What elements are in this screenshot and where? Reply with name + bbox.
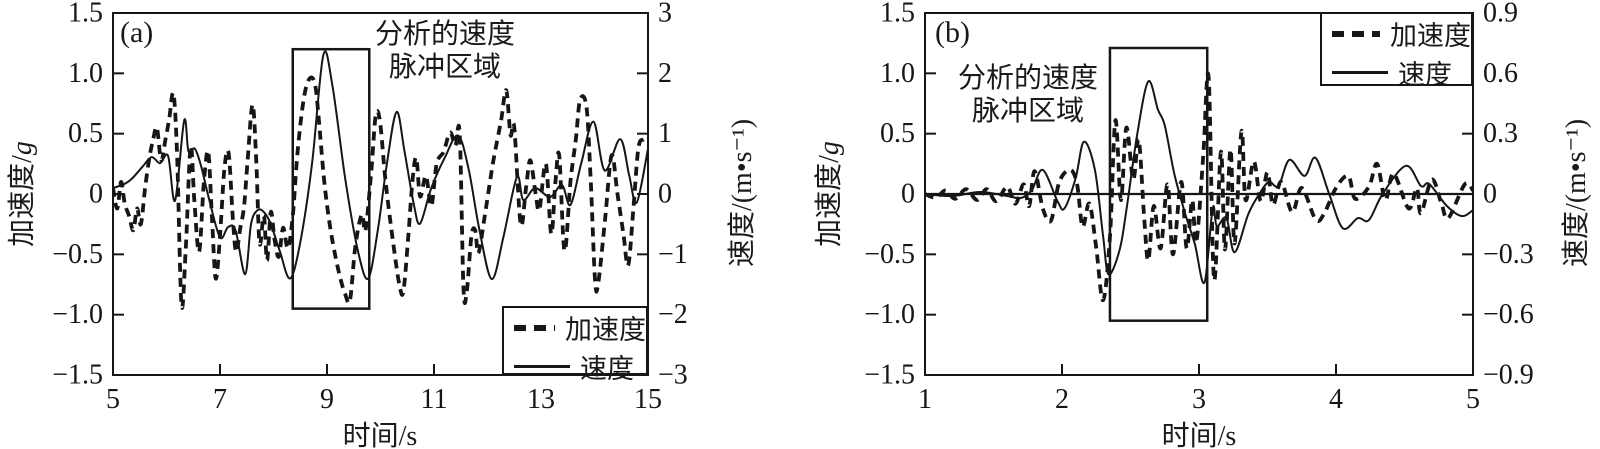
solid-line-sample-icon [1332, 71, 1388, 74]
tick-label: 4 [1329, 384, 1343, 415]
dashed-line-sample-icon [514, 324, 555, 331]
tick-label: 13 [527, 384, 555, 415]
tick-label: 1 [918, 384, 932, 415]
tick-label: 5 [106, 384, 120, 415]
annotation-a-line2: 脉冲区域 [388, 52, 501, 83]
tick-label: −0.5 [864, 239, 915, 270]
legend-b: 加速度 速度 [1320, 12, 1473, 90]
tick-label: −1.0 [52, 299, 103, 330]
pulse-region-box [1108, 46, 1209, 322]
tick-label: 0.5 [68, 118, 103, 149]
tick-label: 0 [901, 179, 915, 210]
tick-label: 0 [658, 179, 672, 210]
acceleration-curve [925, 71, 1473, 303]
legend-label-velocity: 速度 [1398, 60, 1452, 90]
tick-label: 7 [213, 384, 227, 415]
tick-label: 1.0 [68, 58, 103, 89]
plot-border [924, 12, 1474, 376]
panel-a: 5 7 9 11 13 15 1.5 1.0 0.5 0 −0.5 −1.0 −1.5 3 2 1 0 −1 −2 −… [7, 0, 758, 449]
tick-label: 5 [1466, 384, 1480, 415]
solid-line-sample-icon [514, 365, 570, 368]
tick-label: −0.9 [1483, 360, 1534, 391]
annotation-b-line1: 分析的速度 [957, 63, 1098, 94]
tick-label: −1.0 [864, 299, 915, 330]
tick-label: 0.9 [1483, 0, 1518, 29]
acceleration-curve [113, 75, 648, 310]
annotation-a-line1: 分析的速度 [374, 19, 515, 50]
legend-label-velocity: 速度 [580, 354, 634, 384]
tick-label: −0.3 [1483, 239, 1534, 270]
velocity-curve [925, 80, 1473, 285]
tick-label: 0.3 [1483, 118, 1518, 149]
legend-item-velocity: 速度 [1332, 53, 1471, 92]
tick-label: −2 [658, 299, 688, 330]
tick-label: 11 [421, 384, 448, 415]
legend-item-velocity: 速度 [514, 347, 646, 386]
dashed-line-sample-icon [1332, 30, 1380, 37]
tick-label: 9 [320, 384, 334, 415]
tick-label: 1 [658, 118, 672, 149]
pulse-annotation-a: 分析的速度 脉冲区域 [335, 18, 555, 84]
tick-label: −0.6 [1483, 299, 1534, 330]
tick-label: −0.5 [52, 239, 103, 270]
panel-a-letter: (a) [120, 16, 154, 49]
plot-border [112, 12, 649, 376]
y-axis-label-left-b: 加速度/g [814, 141, 845, 247]
y-axis-label-left-a: 加速度/g [7, 141, 38, 247]
tick-label: 2 [658, 58, 672, 89]
tick-label: −3 [658, 360, 688, 391]
tick-label: −1 [658, 239, 688, 270]
legend-label-acceleration: 加速度 [1390, 21, 1471, 51]
pulse-annotation-b: 分析的速度 脉冲区域 [918, 62, 1138, 128]
tick-label: 0 [89, 179, 103, 210]
annotation-b-line2: 脉冲区域 [971, 96, 1084, 127]
tick-label: 3 [1192, 384, 1206, 415]
tick-label: 1.5 [68, 0, 103, 29]
chart-a-canvas: 5 7 9 11 13 15 1.5 1.0 0.5 0 −0.5 −1.0 −1.5 3 2 1 0 −1 −2 −… [52, 0, 688, 415]
tick-label: 15 [634, 384, 662, 415]
tick-label: 2 [1055, 384, 1069, 415]
tick-label: 0 [1483, 179, 1497, 210]
panel-b: 1 2 3 4 5 1.5 1.0 0.5 0 −0.5 −1.0 −1.5 0.9 0.6 0.3 0 −0.… [800, 0, 1600, 449]
legend-item-acceleration: 加速度 [514, 308, 646, 347]
chart-b-canvas: 1 2 3 4 5 1.5 1.0 0.5 0 −0.5 −1.0 −1.5 0.9 0.6 0.3 0 −0.… [864, 0, 1534, 415]
y-axis-label-right-a: 速度/(m•s⁻¹) [727, 118, 758, 268]
tick-label: 0.6 [1483, 58, 1518, 89]
tick-label: −1.5 [52, 360, 103, 391]
panel-b-letter: (b) [935, 16, 970, 49]
legend-label-acceleration: 加速度 [565, 315, 646, 345]
legend-a: 加速度 速度 [502, 306, 648, 384]
legend-item-acceleration: 加速度 [1332, 14, 1471, 53]
pulse-region-box [291, 47, 371, 310]
tick-label: 0.5 [880, 118, 915, 149]
x-axis-label-a: 时间/s [342, 421, 418, 449]
tick-label: 1.5 [880, 0, 915, 29]
velocity-curve [113, 50, 648, 281]
x-axis-label-b: 时间/s [1161, 421, 1237, 449]
tick-label: −1.5 [864, 360, 915, 391]
tick-label: 3 [658, 0, 672, 29]
tick-label: 1.0 [880, 58, 915, 89]
y-axis-label-right-b: 速度/(m•s⁻¹) [1561, 118, 1592, 268]
